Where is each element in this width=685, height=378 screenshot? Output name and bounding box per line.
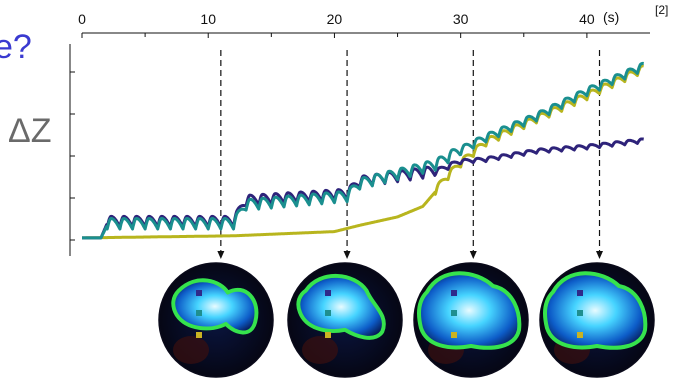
roi-marker-dark — [196, 290, 202, 296]
time-marker-arrowhead — [343, 251, 351, 259]
lung-image — [539, 262, 655, 378]
lung-outline — [158, 262, 274, 378]
x-tick-label: 40 — [579, 11, 595, 27]
lung-outline — [287, 262, 403, 378]
time-marker-arrowhead — [469, 251, 477, 259]
roi-marker-dark — [577, 290, 583, 296]
series-line — [81, 61, 645, 240]
partial-title: e? — [0, 28, 32, 66]
lung-region — [173, 280, 257, 333]
lung-dark-region — [173, 336, 209, 364]
roi-marker-teal — [451, 310, 457, 316]
lung-region — [298, 275, 384, 338]
x-tick-label: 10 — [200, 11, 216, 27]
x-tick-label: 30 — [453, 11, 469, 27]
roi-marker-yellow — [196, 332, 202, 338]
lung-image — [287, 262, 403, 378]
roi-marker-dark — [451, 290, 457, 296]
series-lines — [81, 61, 645, 240]
x-tick-label: 20 — [327, 11, 343, 27]
lung-image — [413, 262, 529, 378]
lung-outline — [413, 262, 529, 378]
x-tick-label: 0 — [78, 11, 86, 27]
roi-marker-teal — [196, 310, 202, 316]
lung-contour — [417, 271, 522, 350]
lung-contour — [296, 273, 386, 340]
time-marker-arrowhead — [217, 251, 225, 259]
lung-region — [419, 273, 520, 348]
roi-marker-teal — [577, 310, 583, 316]
lung-images — [158, 262, 655, 378]
reference-label: [2] — [655, 3, 668, 17]
x-axis-unit: (s) — [603, 9, 619, 25]
time-markers — [217, 50, 604, 259]
y-axis-label: ΔZ — [8, 112, 51, 150]
lung-image — [158, 262, 274, 378]
roi-marker-yellow — [577, 332, 583, 338]
roi-marker-teal — [325, 310, 331, 316]
lung-contour — [171, 278, 259, 335]
series-line — [81, 64, 645, 240]
roi-marker-dark — [325, 290, 331, 296]
lung-dark-region — [302, 336, 338, 364]
roi-marker-yellow — [451, 332, 457, 338]
axes: 0 10 20 30 40 — [69, 11, 650, 256]
lung-outline — [539, 262, 655, 378]
lung-contour — [543, 271, 648, 350]
time-marker-arrowhead — [596, 251, 604, 259]
roi-marker-yellow — [325, 332, 331, 338]
lung-region — [545, 273, 646, 348]
